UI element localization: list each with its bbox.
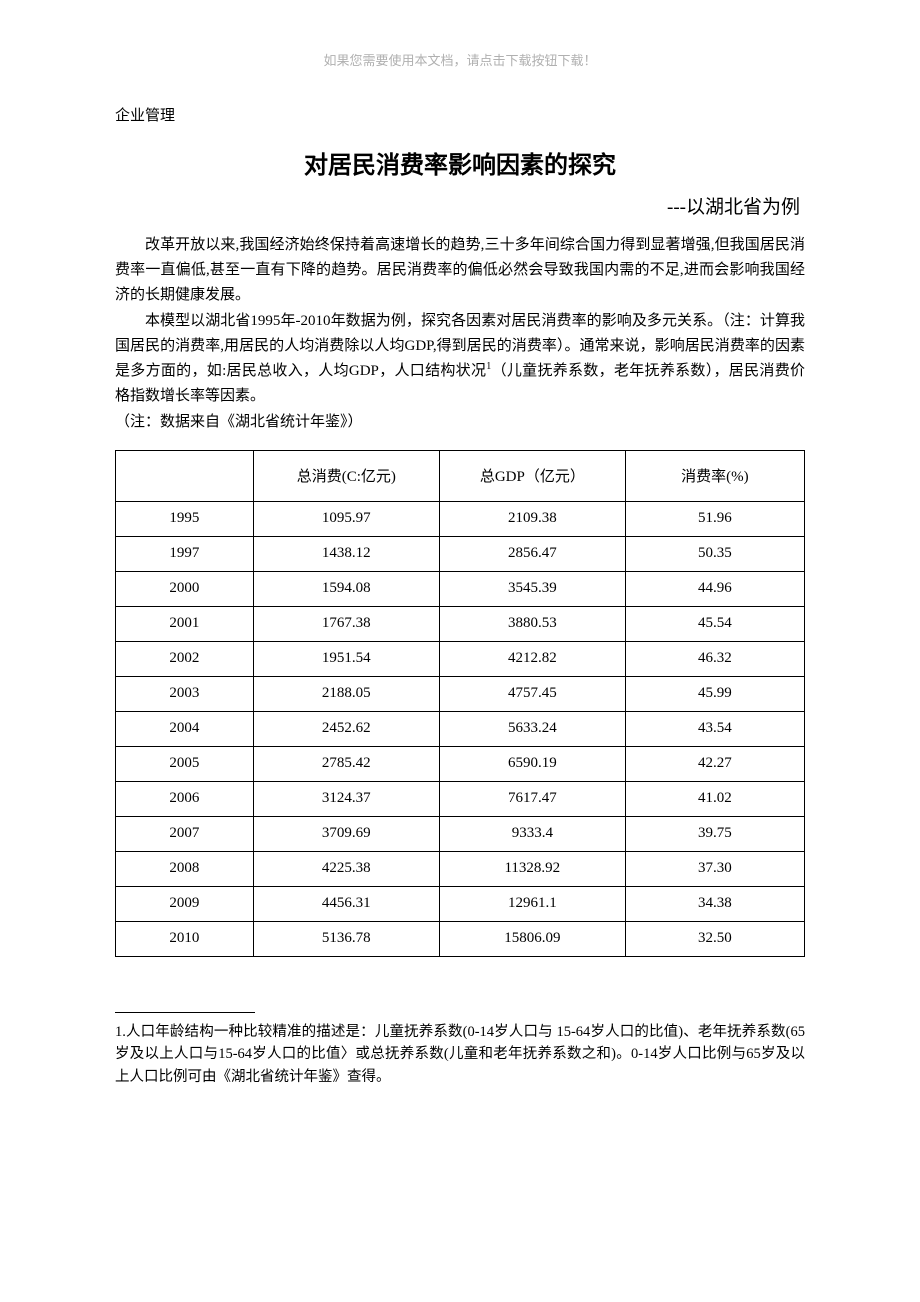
table-row: 2008 4225.38 11328.92 37.30 [116, 851, 805, 886]
table-row: 1995 1095.97 2109.38 51.96 [116, 501, 805, 536]
cell-consumption: 4456.31 [253, 886, 439, 921]
cell-consumption: 3124.37 [253, 781, 439, 816]
table-row: 2002 1951.54 4212.82 46.32 [116, 641, 805, 676]
col-header-rate: 消费率(%) [625, 450, 804, 501]
cell-rate: 43.54 [625, 711, 804, 746]
cell-consumption: 1594.08 [253, 571, 439, 606]
cell-year: 2000 [116, 571, 254, 606]
cell-year: 2009 [116, 886, 254, 921]
cell-gdp: 5633.24 [439, 711, 625, 746]
table-row: 2007 3709.69 9333.4 39.75 [116, 816, 805, 851]
category-label: 企业管理 [115, 104, 805, 125]
cell-rate: 32.50 [625, 921, 804, 956]
table-body: 1995 1095.97 2109.38 51.96 1997 1438.12 … [116, 501, 805, 956]
document-title: 对居民消费率影响因素的探究 [115, 145, 805, 180]
cell-consumption: 4225.38 [253, 851, 439, 886]
cell-rate: 41.02 [625, 781, 804, 816]
cell-rate: 42.27 [625, 746, 804, 781]
cell-rate: 39.75 [625, 816, 804, 851]
cell-rate: 37.30 [625, 851, 804, 886]
cell-year: 1997 [116, 536, 254, 571]
source-note: （注：数据来自《湖北省统计年鉴》） [115, 410, 805, 436]
col-header-gdp: 总GDP（亿元） [439, 450, 625, 501]
cell-year: 2001 [116, 606, 254, 641]
cell-rate: 51.96 [625, 501, 804, 536]
cell-gdp: 15806.09 [439, 921, 625, 956]
cell-gdp: 2856.47 [439, 536, 625, 571]
col-header-year [116, 450, 254, 501]
cell-gdp: 3880.53 [439, 606, 625, 641]
cell-year: 2006 [116, 781, 254, 816]
paragraph-1: 改革开放以来,我国经济始终保持着高速增长的趋势,三十多年间综合国力得到显著增强,… [115, 233, 805, 307]
cell-year: 2003 [116, 676, 254, 711]
cell-consumption: 1951.54 [253, 641, 439, 676]
cell-year: 2010 [116, 921, 254, 956]
cell-year: 1995 [116, 501, 254, 536]
cell-gdp: 7617.47 [439, 781, 625, 816]
table-row: 2004 2452.62 5633.24 43.54 [116, 711, 805, 746]
cell-gdp: 11328.92 [439, 851, 625, 886]
cell-rate: 50.35 [625, 536, 804, 571]
cell-gdp: 9333.4 [439, 816, 625, 851]
document-page: 如果您需要使用本文档，请点击下载按钮下载！ 企业管理 对居民消费率影响因素的探究… [0, 0, 920, 1302]
cell-year: 2008 [116, 851, 254, 886]
cell-year: 2002 [116, 641, 254, 676]
cell-rate: 45.54 [625, 606, 804, 641]
cell-consumption: 2188.05 [253, 676, 439, 711]
cell-gdp: 2109.38 [439, 501, 625, 536]
cell-rate: 44.96 [625, 571, 804, 606]
cell-gdp: 4757.45 [439, 676, 625, 711]
cell-consumption: 1095.97 [253, 501, 439, 536]
table-row: 1997 1438.12 2856.47 50.35 [116, 536, 805, 571]
col-header-consumption: 总消费(C:亿元) [253, 450, 439, 501]
table-row: 2006 3124.37 7617.47 41.02 [116, 781, 805, 816]
table-header-row: 总消费(C:亿元) 总GDP（亿元） 消费率(%) [116, 450, 805, 501]
cell-consumption: 1767.38 [253, 606, 439, 641]
footnote-text: 1.人口年龄结构一种比较精准的描述是：儿童抚养系数(0-14岁人口与 15-64… [115, 1021, 805, 1088]
cell-consumption: 2452.62 [253, 711, 439, 746]
cell-year: 2005 [116, 746, 254, 781]
paragraph-2: 本模型以湖北省1995年-2010年数据为例，探究各因素对居民消费率的影响及多元… [115, 309, 805, 408]
data-table: 总消费(C:亿元) 总GDP（亿元） 消费率(%) 1995 1095.97 2… [115, 450, 805, 957]
cell-gdp: 6590.19 [439, 746, 625, 781]
cell-year: 2007 [116, 816, 254, 851]
cell-consumption: 2785.42 [253, 746, 439, 781]
cell-consumption: 5136.78 [253, 921, 439, 956]
cell-year: 2004 [116, 711, 254, 746]
download-hint: 如果您需要使用本文档，请点击下载按钮下载！ [115, 50, 805, 69]
table-row: 2003 2188.05 4757.45 45.99 [116, 676, 805, 711]
table-row: 2001 1767.38 3880.53 45.54 [116, 606, 805, 641]
cell-consumption: 3709.69 [253, 816, 439, 851]
footnote-separator [115, 1012, 255, 1013]
cell-consumption: 1438.12 [253, 536, 439, 571]
table-row: 2000 1594.08 3545.39 44.96 [116, 571, 805, 606]
cell-gdp: 12961.1 [439, 886, 625, 921]
cell-rate: 45.99 [625, 676, 804, 711]
table-row: 2010 5136.78 15806.09 32.50 [116, 921, 805, 956]
table-row: 2009 4456.31 12961.1 34.38 [116, 886, 805, 921]
cell-rate: 46.32 [625, 641, 804, 676]
cell-rate: 34.38 [625, 886, 804, 921]
cell-gdp: 3545.39 [439, 571, 625, 606]
cell-gdp: 4212.82 [439, 641, 625, 676]
table-row: 2005 2785.42 6590.19 42.27 [116, 746, 805, 781]
document-subtitle: ---以湖北省为例 [115, 192, 805, 219]
